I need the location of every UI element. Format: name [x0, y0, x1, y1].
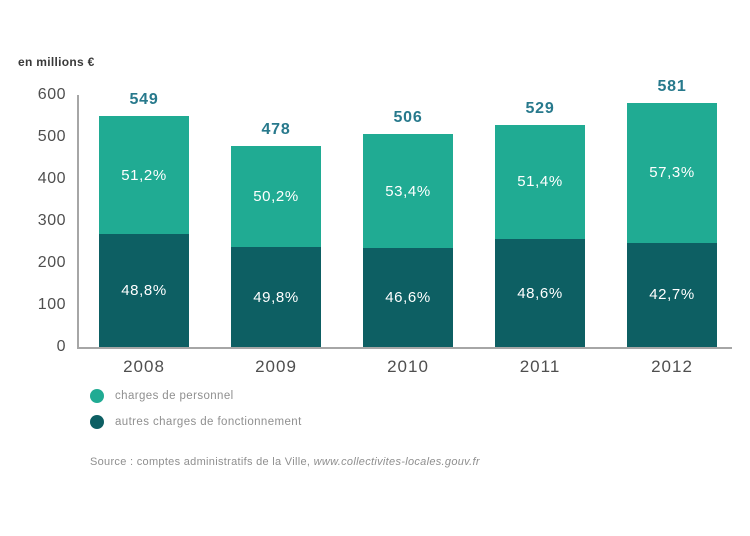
segment-percent-label: 48,8%: [121, 282, 167, 300]
bar-total-label: 581: [657, 77, 687, 95]
y-tick-label: 200: [37, 254, 66, 271]
y-tick-label: 600: [37, 86, 66, 103]
y-tick-label: 100: [37, 296, 66, 313]
bar-total-label: 549: [129, 91, 159, 109]
bar-segment-fonctionnement: 48,8%: [99, 234, 189, 347]
segment-percent-label: 49,8%: [253, 288, 299, 306]
legend: charges de personnel autres charges de f…: [90, 388, 302, 440]
bar-segment-fonctionnement: 46,6%: [363, 247, 453, 347]
bar-segment-personnel: 51,2%: [99, 116, 189, 235]
bar-2010: 53,4% 46,6%: [363, 134, 453, 347]
x-axis-label-2010: 2010: [387, 357, 429, 376]
segment-percent-label: 46,6%: [385, 288, 431, 306]
legend-swatch: [90, 389, 104, 403]
segment-percent-label: 51,2%: [121, 166, 167, 184]
y-tick-label: 400: [37, 170, 66, 187]
x-axis-label-2008: 2008: [123, 357, 165, 376]
bar-segment-personnel: 57,3%: [627, 102, 717, 243]
bar-total-label: 529: [525, 99, 555, 117]
y-axis: 0 100 200 300 400 500 600: [0, 86, 66, 355]
source-note: Source : comptes administratifs de la Vi…: [90, 456, 480, 468]
x-axis-label-2012: 2012: [651, 357, 693, 376]
segment-percent-label: 57,3%: [649, 164, 695, 182]
segment-percent-label: 48,6%: [517, 284, 563, 302]
y-tick-label: 500: [37, 128, 66, 145]
x-axis-label-2011: 2011: [519, 357, 561, 376]
segment-percent-label: 51,4%: [517, 173, 563, 191]
source-text: Source : comptes administratifs de la Vi…: [90, 456, 314, 468]
bar-segment-personnel: 51,4%: [495, 124, 585, 240]
plot-area: 51,2% 48,8% 549 2008 50,2% 49,8% 478 2009 53,4% 4…: [77, 78, 732, 376]
legend-label: autres charges de fonctionnement: [115, 416, 302, 428]
bar-2008: 51,2% 48,8%: [99, 116, 189, 347]
bar-segment-personnel: 50,2%: [231, 146, 321, 248]
y-axis-title: en millions €: [18, 55, 95, 69]
y-tick-label: 300: [37, 212, 66, 229]
bar-segment-fonctionnement: 49,8%: [231, 247, 321, 347]
source-url: www.collectivites-locales.gouv.fr: [313, 456, 480, 468]
y-tick-label: 0: [56, 338, 66, 355]
bar-segment-fonctionnement: 42,7%: [627, 242, 717, 347]
bar-2009: 50,2% 49,8%: [231, 146, 321, 347]
bar-total-label: 506: [393, 109, 423, 127]
bar-2011: 51,4% 48,6%: [495, 124, 585, 347]
x-axis-label-2009: 2009: [255, 357, 297, 376]
legend-swatch: [90, 415, 104, 429]
segment-percent-label: 50,2%: [253, 188, 299, 206]
legend-item-fonctionnement: autres charges de fonctionnement: [90, 414, 302, 430]
segment-percent-label: 53,4%: [385, 182, 431, 200]
segment-percent-label: 42,7%: [649, 286, 695, 304]
bar-segment-personnel: 53,4%: [363, 134, 453, 248]
bar-2012: 57,3% 42,7%: [627, 102, 717, 347]
legend-item-personnel: charges de personnel: [90, 388, 302, 404]
bar-segment-fonctionnement: 48,6%: [495, 239, 585, 347]
legend-label: charges de personnel: [115, 390, 234, 402]
bar-total-label: 478: [261, 121, 291, 139]
